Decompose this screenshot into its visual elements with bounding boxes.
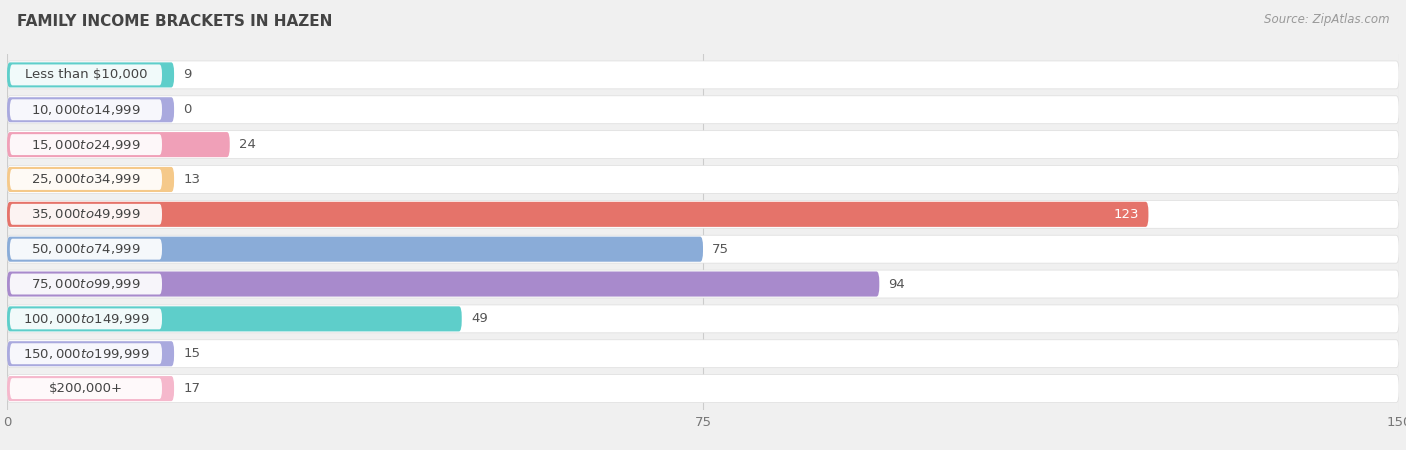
FancyBboxPatch shape — [7, 202, 1149, 227]
FancyBboxPatch shape — [7, 341, 174, 366]
FancyBboxPatch shape — [10, 238, 162, 260]
FancyBboxPatch shape — [7, 200, 1399, 228]
FancyBboxPatch shape — [10, 134, 162, 155]
FancyBboxPatch shape — [7, 167, 174, 192]
FancyBboxPatch shape — [7, 96, 1399, 124]
Text: 15: 15 — [183, 347, 200, 360]
FancyBboxPatch shape — [7, 61, 1399, 89]
FancyBboxPatch shape — [10, 99, 162, 120]
Text: $150,000 to $199,999: $150,000 to $199,999 — [22, 347, 149, 361]
Text: FAMILY INCOME BRACKETS IN HAZEN: FAMILY INCOME BRACKETS IN HAZEN — [17, 14, 332, 28]
Text: 9: 9 — [183, 68, 191, 81]
Text: $35,000 to $49,999: $35,000 to $49,999 — [31, 207, 141, 221]
Text: 17: 17 — [183, 382, 200, 395]
Text: 13: 13 — [183, 173, 200, 186]
Text: 0: 0 — [183, 103, 191, 116]
Text: Source: ZipAtlas.com: Source: ZipAtlas.com — [1264, 14, 1389, 27]
Text: $75,000 to $99,999: $75,000 to $99,999 — [31, 277, 141, 291]
Text: 75: 75 — [713, 243, 730, 256]
FancyBboxPatch shape — [7, 270, 1399, 298]
Text: 24: 24 — [239, 138, 256, 151]
FancyBboxPatch shape — [10, 204, 162, 225]
FancyBboxPatch shape — [7, 340, 1399, 368]
Text: 94: 94 — [889, 278, 905, 291]
FancyBboxPatch shape — [10, 169, 162, 190]
FancyBboxPatch shape — [10, 64, 162, 86]
FancyBboxPatch shape — [10, 274, 162, 294]
FancyBboxPatch shape — [7, 306, 461, 332]
Text: $200,000+: $200,000+ — [49, 382, 122, 395]
FancyBboxPatch shape — [7, 237, 703, 262]
FancyBboxPatch shape — [7, 166, 1399, 194]
FancyBboxPatch shape — [7, 63, 174, 87]
Text: $15,000 to $24,999: $15,000 to $24,999 — [31, 138, 141, 152]
Text: $50,000 to $74,999: $50,000 to $74,999 — [31, 242, 141, 256]
FancyBboxPatch shape — [7, 375, 1399, 403]
FancyBboxPatch shape — [7, 305, 1399, 333]
Text: $100,000 to $149,999: $100,000 to $149,999 — [22, 312, 149, 326]
FancyBboxPatch shape — [7, 271, 879, 297]
FancyBboxPatch shape — [10, 308, 162, 329]
FancyBboxPatch shape — [10, 378, 162, 399]
FancyBboxPatch shape — [7, 97, 174, 122]
FancyBboxPatch shape — [7, 130, 1399, 158]
Text: Less than $10,000: Less than $10,000 — [25, 68, 148, 81]
Text: $10,000 to $14,999: $10,000 to $14,999 — [31, 103, 141, 117]
Text: 49: 49 — [471, 312, 488, 325]
FancyBboxPatch shape — [7, 132, 229, 157]
Text: 123: 123 — [1114, 208, 1139, 221]
FancyBboxPatch shape — [7, 235, 1399, 263]
FancyBboxPatch shape — [7, 376, 174, 401]
FancyBboxPatch shape — [10, 343, 162, 364]
Text: $25,000 to $34,999: $25,000 to $34,999 — [31, 172, 141, 186]
